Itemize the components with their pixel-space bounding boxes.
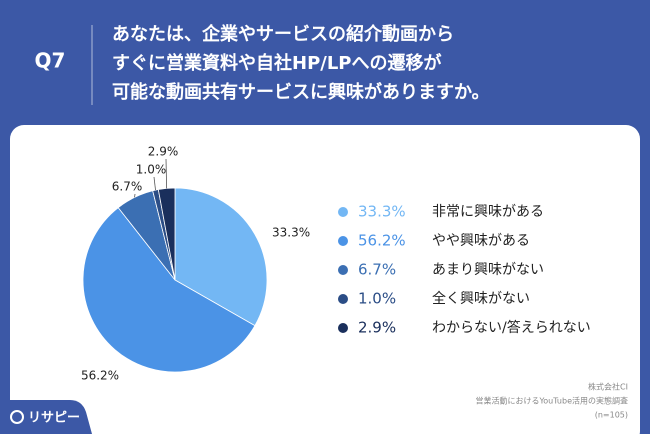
legend-label: 非常に興味がある xyxy=(432,204,544,220)
legend-value: 1.0% xyxy=(358,290,396,308)
pie-slice xyxy=(174,187,268,327)
legend-label: わからない/答えられない xyxy=(432,319,591,336)
legend-value: 33.3% xyxy=(358,203,406,221)
pie-slice xyxy=(82,207,256,373)
source: 株式会社CI xyxy=(588,382,628,392)
logo-icon xyxy=(10,410,24,424)
legend-marker xyxy=(338,236,348,246)
source: (n=105) xyxy=(595,411,628,420)
legend-value: 2.9% xyxy=(358,319,396,337)
pie-label: 33.3% xyxy=(272,226,310,240)
title-line: 可能な動画共有サービスに興味がありますか。 xyxy=(112,81,490,103)
leader-line xyxy=(153,176,156,191)
brand: リサピー xyxy=(28,411,80,426)
pie-label: 6.7% xyxy=(112,180,143,194)
legend-marker xyxy=(338,323,348,333)
source: 営業活動におけるYouTube活用の実態調査 xyxy=(475,396,628,406)
legend-marker xyxy=(338,294,348,304)
legend-marker xyxy=(338,265,348,275)
title-line: あなたは、企業やサービスの紹介動画から xyxy=(112,23,454,45)
leader-line xyxy=(165,158,168,189)
legend-label: あまり興味がない xyxy=(432,262,544,278)
pie-label: 2.9% xyxy=(148,145,179,159)
legend-value: 6.7% xyxy=(358,261,396,279)
pie-label: 1.0% xyxy=(136,163,167,177)
logo-badge xyxy=(0,400,92,434)
pie-slice xyxy=(157,187,176,281)
legend-value: 56.2% xyxy=(358,232,406,250)
title-line: すぐに営業資料や自社HP/LPへの遷移が xyxy=(112,52,442,74)
legend-label: 全く興味がない xyxy=(432,290,530,307)
legend-label: やや興味がある xyxy=(432,233,530,249)
legend-marker xyxy=(338,207,348,217)
pie-label: 56.2% xyxy=(81,369,119,383)
question-number: Q7 xyxy=(35,49,66,73)
